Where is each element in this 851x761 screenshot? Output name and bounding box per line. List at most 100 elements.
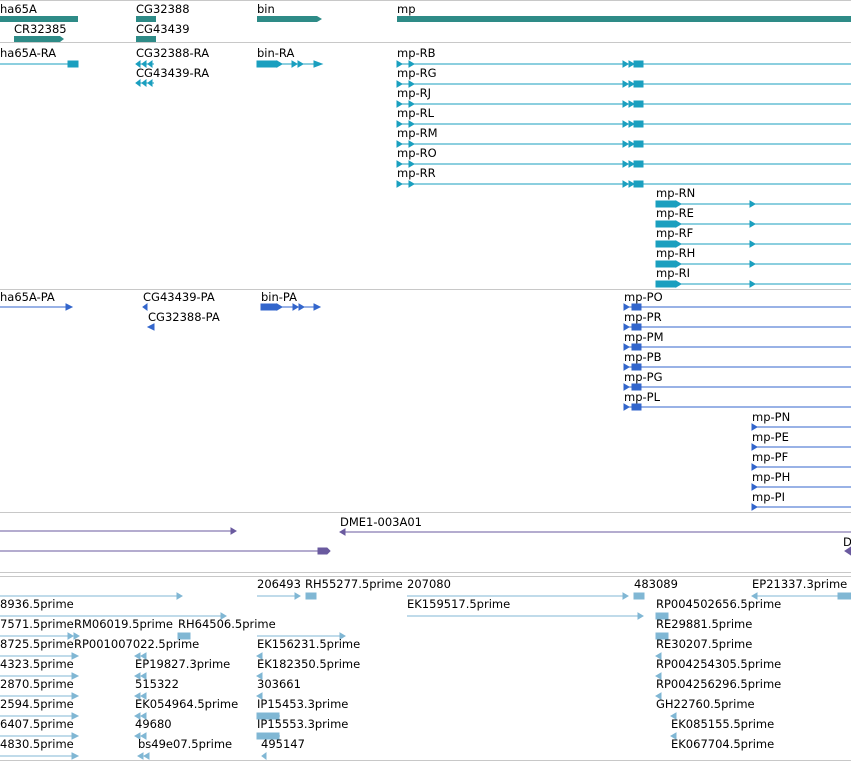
track-separator (0, 572, 851, 573)
est-label: RH64506.5prime (178, 617, 276, 631)
gene-glyph-mp[interactable] (397, 16, 851, 22)
exon-block (631, 323, 642, 331)
gene-label: ha65A (0, 2, 37, 16)
gene-label: bin (257, 2, 275, 16)
est-label: GH22760.5prime (656, 697, 755, 711)
est-label: RP004254305.5prime (656, 657, 782, 671)
protein-label: mp-PI (752, 490, 785, 504)
transcript-label: mp-RJ (397, 86, 432, 100)
est-label: 7571.5prime (0, 617, 74, 631)
exon-marker (751, 463, 758, 471)
exon-marker (751, 423, 758, 431)
other-feature-glyphs (0, 527, 851, 556)
exon-marker (751, 503, 758, 511)
transcript-label: mp-RF (656, 226, 694, 240)
est-label: 206493 (257, 577, 301, 591)
protein-label: mp-PL (624, 390, 660, 404)
est-label: 4323.5prime (0, 657, 74, 671)
gene-track-glyphs (0, 16, 851, 42)
exon-marker (396, 140, 635, 148)
protein-track-glyphs (0, 303, 851, 511)
exon-block (633, 60, 644, 68)
exon-block (633, 160, 644, 168)
protein-label: mp-PR (624, 310, 662, 324)
exon-marker (675, 260, 756, 268)
est-label: RP004502656.5prime (656, 597, 782, 611)
est-label: RE30207.5prime (656, 637, 753, 651)
exon-marker (396, 100, 635, 108)
transcript-label: mp-RB (397, 46, 436, 60)
est-label: IP15553.3prime (257, 717, 349, 731)
exon-marker (623, 343, 630, 351)
exon-marker (675, 280, 756, 288)
est-label: 483089 (634, 577, 678, 591)
exon-marker (396, 180, 635, 188)
track-separator (0, 0, 851, 1)
gene-track: ha65A CR32385 CG32388 CG43439 bin mp (0, 0, 851, 42)
exon-block (633, 80, 644, 88)
exon-block (633, 180, 644, 188)
track-separator (0, 289, 851, 290)
protein-label: bin-PA (261, 290, 297, 304)
exon-marker (623, 323, 630, 331)
protein-label: mp-PB (624, 350, 662, 364)
protein-label: mp-PE (752, 430, 789, 444)
transcript-label: mp-RO (397, 146, 437, 160)
protein-label: mp-PG (624, 370, 663, 384)
est-label: EP21337.3prime (752, 577, 848, 591)
transcript-label: mp-RG (397, 66, 437, 80)
exon-marker (396, 60, 635, 68)
track-separator (0, 576, 851, 577)
transcript-label: mp-RR (397, 166, 436, 180)
protein-track: ha65A-PA CG43439-PA CG32388-PA bin-PA mp… (0, 290, 851, 512)
other-feature-track: DME1-003A01 D (0, 513, 851, 572)
exon-block (655, 280, 677, 288)
exon-block (631, 363, 642, 371)
transcript-label: mp-RH (656, 246, 696, 260)
protein-label: CG43439-PA (143, 290, 215, 304)
exon-block (631, 343, 642, 351)
est-label: bs49e07.5prime (138, 737, 233, 751)
transcript-label: mp-RI (656, 266, 691, 280)
transcript-track: ha65A-RA CG32388-RA CG43439-RA bin-RA mp… (0, 43, 851, 289)
est-label: 303661 (257, 677, 301, 691)
exon-block (633, 120, 644, 128)
est-label: 495147 (261, 737, 305, 751)
transcript-label: ha65A-RA (0, 46, 57, 60)
transcript-label: CG32388-RA (136, 46, 210, 60)
protein-label: mp-PM (624, 330, 664, 344)
exon-marker (675, 200, 756, 208)
est-track: 206493 RH55277.5prime 207080 483089 EP21337.… (0, 577, 851, 761)
exon-marker (675, 240, 756, 248)
est-label: RP001007022.5prime (74, 637, 200, 651)
feature-label: DME1-003A01 (340, 515, 422, 529)
gene-glyph-CG43439[interactable] (136, 36, 156, 42)
exon-marker (396, 120, 635, 128)
transcript-label: CG43439-RA (136, 66, 210, 80)
gene-glyph-CG32388[interactable] (136, 16, 156, 22)
exon-block (631, 303, 642, 311)
est-label: 515322 (135, 677, 179, 691)
feature-label: D (843, 535, 851, 549)
protein-label: mp-PN (752, 410, 791, 424)
est-label: RP004256296.5prime (656, 677, 782, 691)
exon-block (631, 383, 642, 391)
est-label: IP15453.3prime (257, 697, 349, 711)
est-label: EK182350.5prime (257, 657, 361, 671)
transcript-label: mp-RL (397, 106, 435, 120)
est-label: 6407.5prime (0, 717, 74, 731)
exon-block (633, 100, 644, 108)
track-separator (0, 512, 851, 513)
exon-marker (623, 403, 630, 411)
gene-glyph-bin[interactable] (257, 16, 322, 22)
gene-glyph-ha65A[interactable] (0, 16, 78, 22)
est-label: 207080 (407, 577, 451, 591)
exon-marker (396, 80, 635, 88)
protein-label: mp-PH (752, 470, 791, 484)
est-label: RM06019.5prime (74, 617, 173, 631)
transcript-label: mp-RN (656, 186, 696, 200)
gene-glyph-CR32385[interactable] (14, 36, 64, 42)
exon-block (633, 140, 644, 148)
gene-label: mp (397, 2, 416, 16)
